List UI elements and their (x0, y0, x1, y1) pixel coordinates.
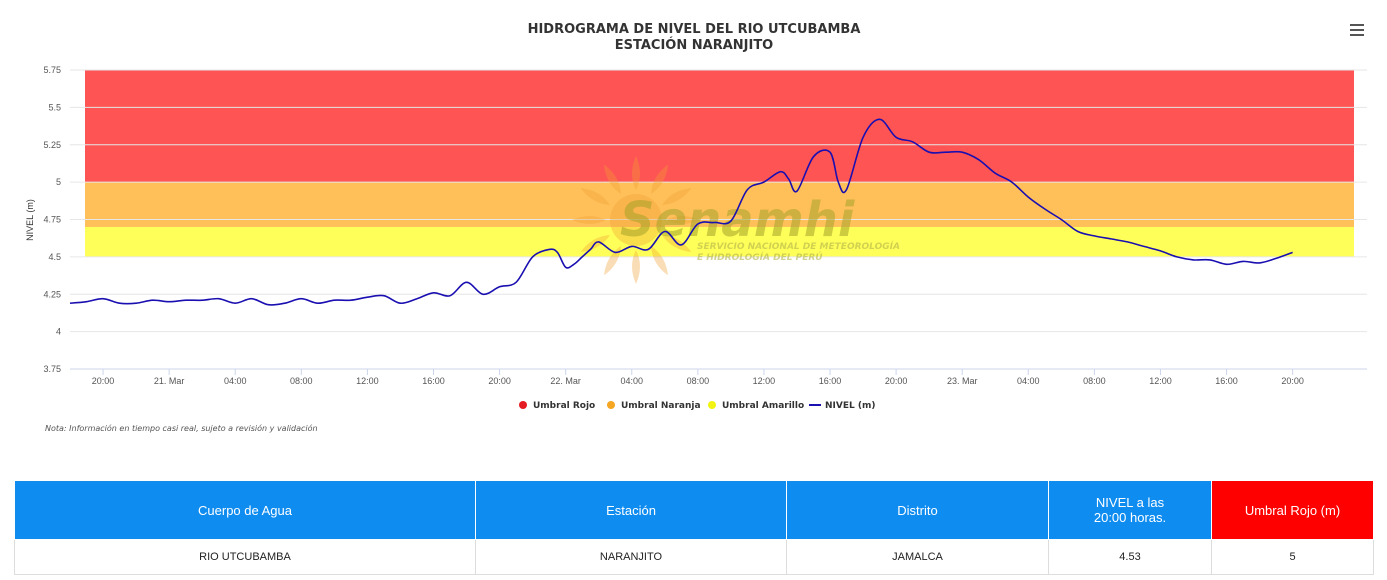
sun-ray (632, 156, 640, 190)
x-tick-label: 16:00 (1215, 376, 1238, 386)
header-umbral-rojo: Umbral Rojo (m) (1211, 480, 1374, 540)
legend: Umbral Rojo Umbral Naranja Umbral Amarillo… (519, 401, 875, 411)
sun-ray (604, 245, 621, 276)
x-axis-ticks: 20:00 21. Mar 04:00 08:00 12:00 16:00 20:00 22.… (92, 369, 1304, 386)
watermark-line-1: SERVICIO NACIONAL DE METEOROLOGÍA (697, 240, 900, 252)
header-distrito: Distrito (786, 480, 1049, 540)
cell-estacion: NARANJITO (475, 539, 787, 575)
series-line-nivel (69, 118, 1293, 306)
x-tick-label: 20:00 (92, 376, 115, 386)
sun-ray (572, 216, 606, 224)
y-tick-label: 4.75 (43, 215, 61, 225)
cell-umbral-rojo: 5 (1211, 539, 1374, 575)
x-tick-label: 21. Mar (154, 376, 185, 386)
legend-marker (519, 401, 527, 409)
cell-nivel: 4.53 (1048, 539, 1212, 575)
y-tick-label: 4.25 (43, 289, 61, 299)
x-tick-label: 04:00 (224, 376, 247, 386)
y-tick-label: 3.75 (43, 364, 61, 374)
x-tick-label: 12:00 (753, 376, 776, 386)
band-umbral-amarillo (85, 226, 1354, 257)
x-tick-label: 20:00 (885, 376, 908, 386)
x-tick-label: 20:00 (488, 376, 511, 386)
chart-subtitle: ESTACIÓN NARANJITO (615, 37, 773, 53)
y-tick-label: 5.25 (43, 140, 61, 150)
cell-cuerpo-de-agua: RIO UTCUBAMBA (14, 539, 476, 575)
sun-ray (604, 164, 621, 195)
x-tick-label: 12:00 (356, 376, 379, 386)
x-tick-label: 12:00 (1149, 376, 1172, 386)
legend-item-label: Umbral Amarillo (722, 401, 804, 411)
threshold-bands (85, 70, 1354, 257)
header-nivel: NIVEL a las 20:00 horas. (1048, 480, 1212, 540)
y-tick-label: 5 (56, 177, 61, 187)
legend-item-label: NIVEL (m) (825, 401, 875, 411)
chart-note: Nota: Información en tiempo casi real, s… (45, 423, 318, 433)
cell-distrito: JAMALCA (786, 539, 1049, 575)
legend-marker (708, 401, 716, 409)
x-tick-label: 04:00 (620, 376, 643, 386)
sun-ray (666, 216, 700, 224)
hydrograph-chart: HIDROGRAMA DE NIVEL DEL RIO UTCUBAMBA ES… (25, 22, 1367, 433)
y-axis-ticks: 3.75 4 4.25 4.5 4.75 5 5.25 5.5 5.75 (43, 65, 61, 374)
chart-title: HIDROGRAMA DE NIVEL DEL RIO UTCUBAMBA (528, 22, 861, 37)
x-tick-label: 08:00 (687, 376, 710, 386)
header-estacion: Estación (475, 480, 787, 540)
y-axis-title: NIVEL (m) (25, 199, 35, 241)
x-tick-label: 16:00 (819, 376, 842, 386)
x-tick-label: 04:00 (1017, 376, 1040, 386)
y-tick-label: 4.5 (48, 252, 61, 262)
senamhi-watermark-logo: Senamhi SERVICIO NACIONAL DE METEOROLOGÍ… (572, 156, 900, 284)
legend-marker (607, 401, 615, 409)
table-row: RIO UTCUBAMBA NARANJITO JAMALCA 4.53 5 (14, 539, 1374, 575)
x-tick-label: 23. Mar (947, 376, 978, 386)
y-tick-label: 4 (56, 327, 61, 337)
band-umbral-rojo (85, 70, 1354, 183)
sun-ray (580, 188, 611, 205)
x-tick-label: 08:00 (290, 376, 313, 386)
x-tick-label: 08:00 (1083, 376, 1106, 386)
sun-ray (632, 250, 640, 284)
x-tick-label: 20:00 (1281, 376, 1304, 386)
legend-item-label: Umbral Naranja (621, 401, 701, 411)
x-tick-label: 16:00 (422, 376, 445, 386)
legend-item-label: Umbral Rojo (533, 401, 595, 411)
grid-lines (70, 69, 1367, 333)
sun-ray (651, 164, 668, 195)
x-tick-label: 22. Mar (550, 376, 581, 386)
sun-ray (661, 188, 692, 205)
header-cuerpo-de-agua: Cuerpo de Agua (14, 480, 476, 540)
watermark-brand: Senamhi (620, 192, 855, 248)
station-summary-table: Cuerpo de Agua Estación Distrito NIVEL a… (14, 480, 1374, 575)
y-tick-label: 5.5 (48, 102, 61, 112)
y-tick-label: 5.75 (43, 65, 61, 75)
watermark-line-2: E HIDROLOGÍA DEL PERÚ (697, 251, 823, 263)
hamburger-menu-icon[interactable] (1350, 24, 1364, 38)
sun-ray (651, 245, 668, 276)
table-header-row: Cuerpo de Agua Estación Distrito NIVEL a… (14, 480, 1374, 540)
